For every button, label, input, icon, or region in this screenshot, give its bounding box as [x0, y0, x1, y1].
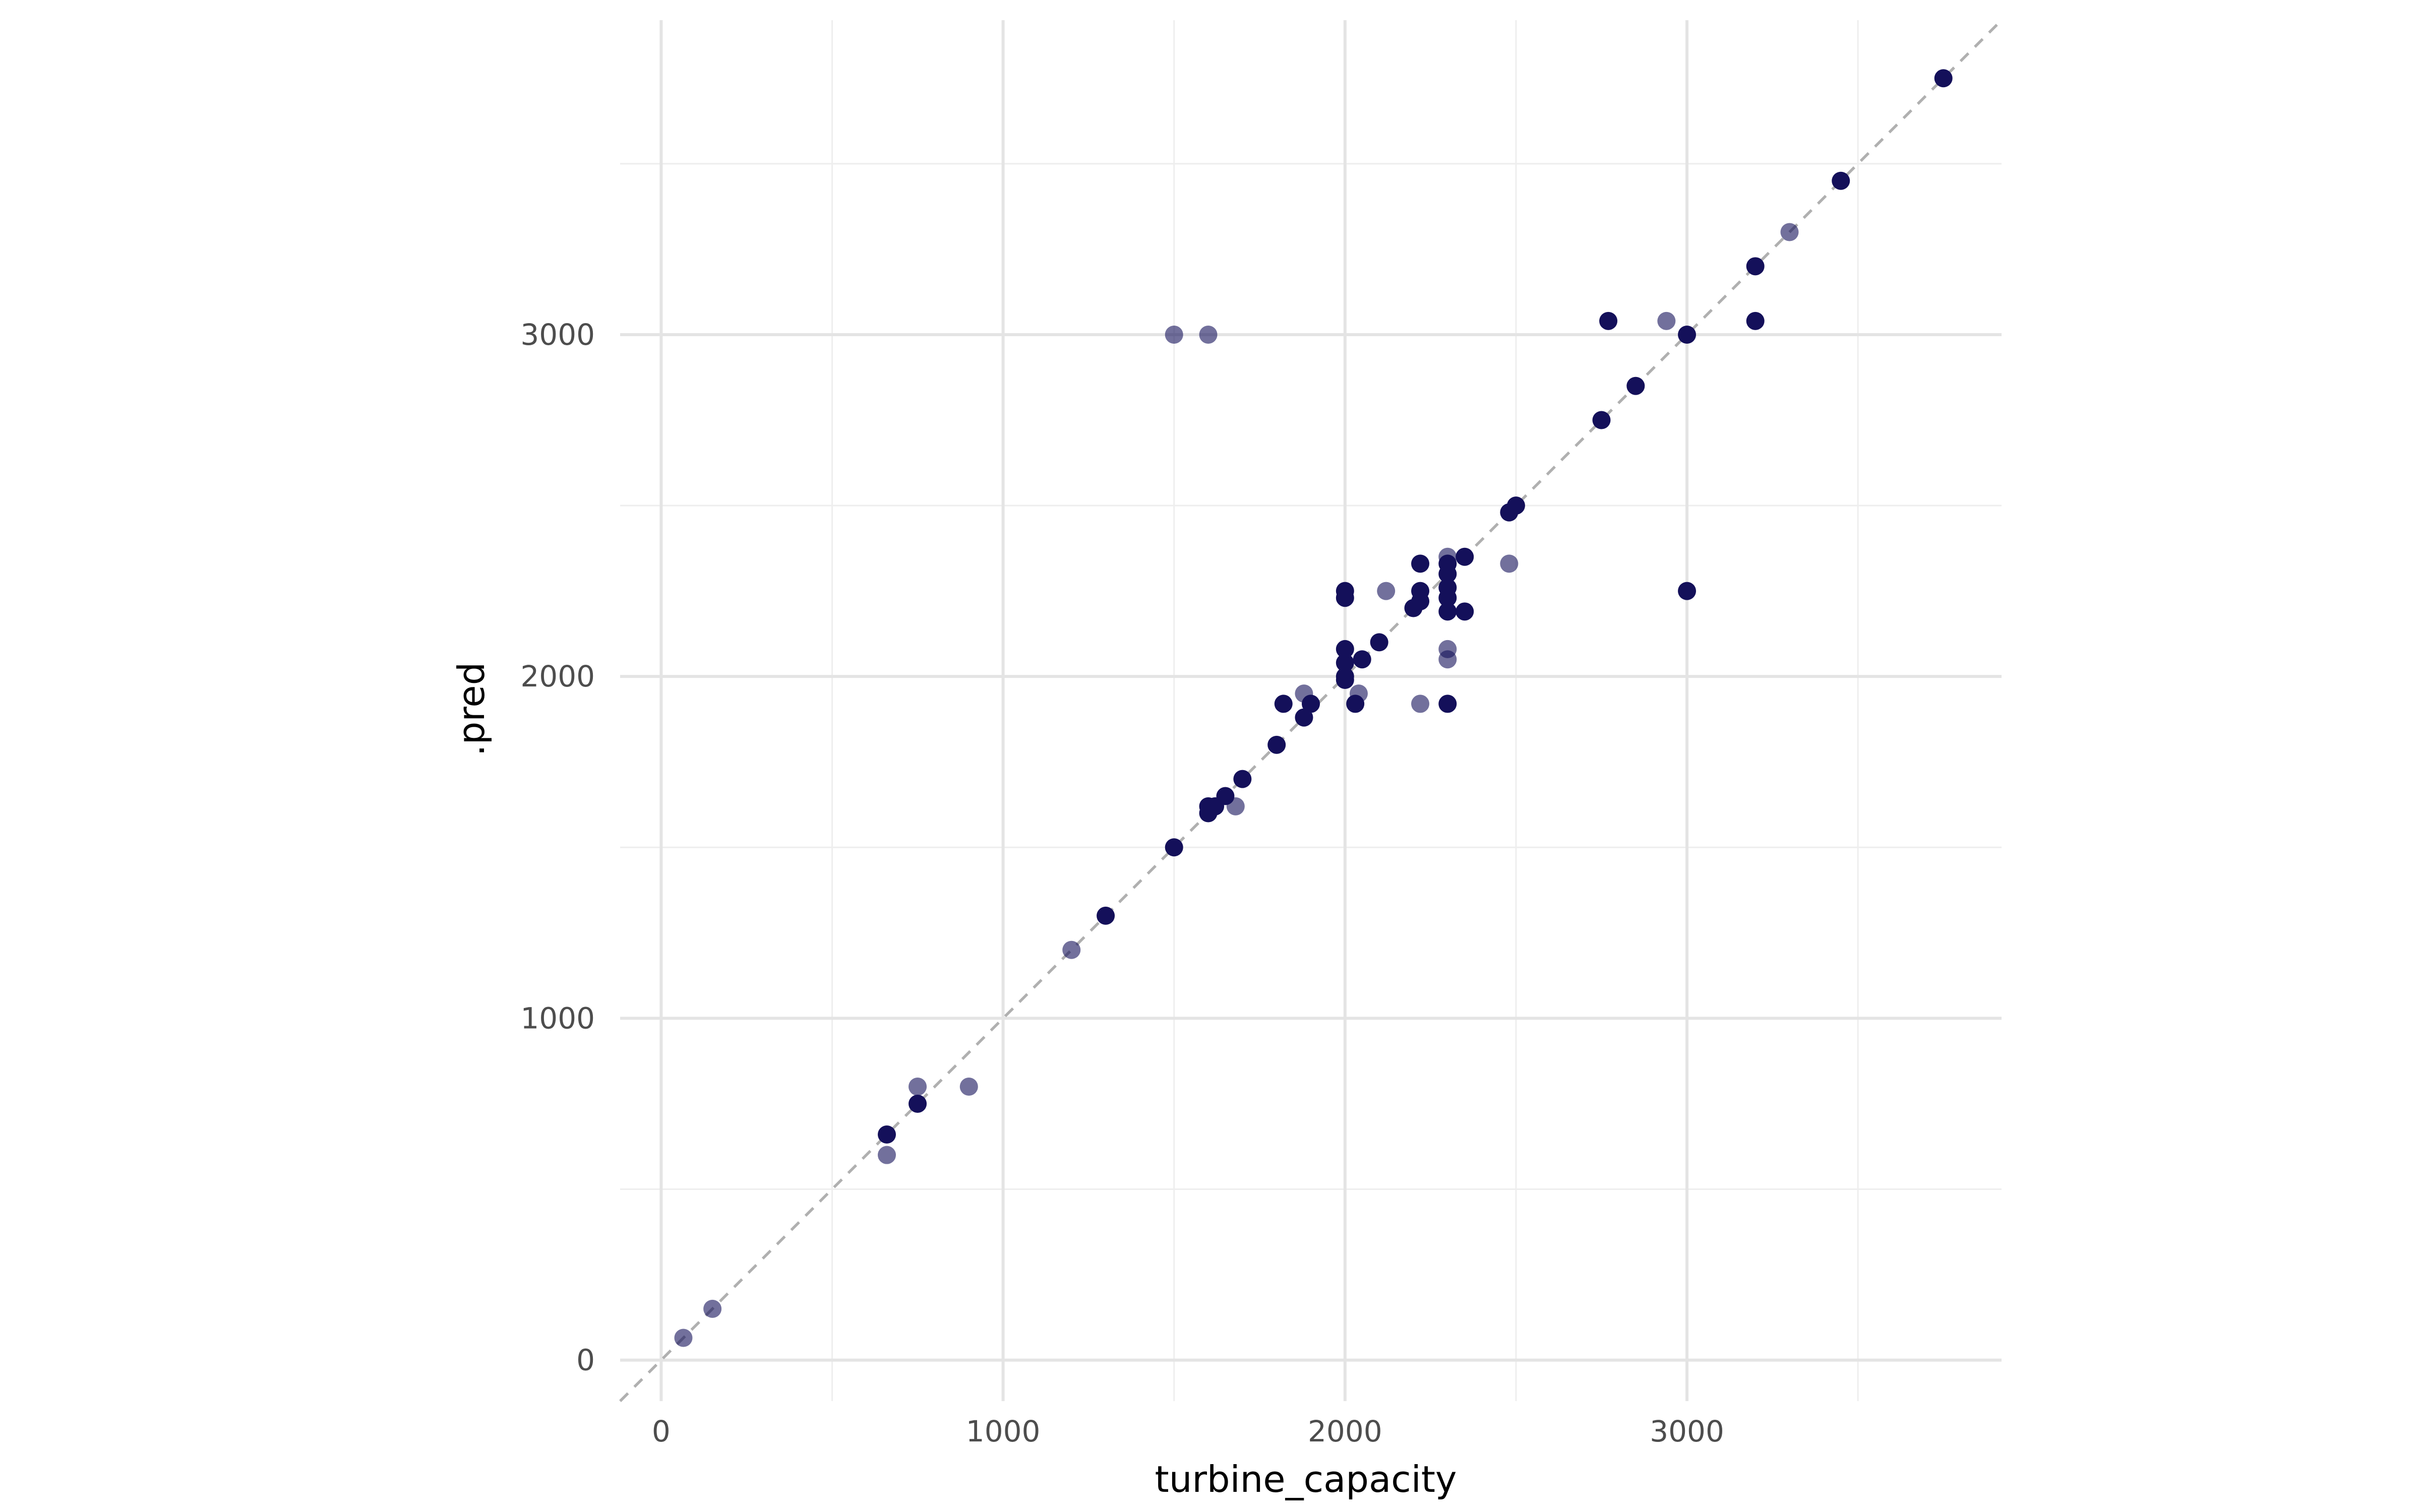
scatter-point	[1165, 838, 1183, 857]
scatter-point	[1199, 325, 1218, 344]
y-tick-label: 3000	[520, 318, 595, 352]
scatter-point	[1599, 311, 1618, 330]
scatter-point	[1500, 554, 1519, 573]
scatter-point	[1165, 325, 1183, 344]
scatter-point	[1746, 257, 1765, 276]
scatter-point	[674, 1329, 693, 1347]
y-tick-label: 2000	[520, 659, 595, 694]
scatter-point	[1097, 906, 1115, 925]
y-tick-label: 0	[576, 1343, 595, 1377]
scatter-point	[1370, 633, 1388, 652]
scatter-point	[1438, 602, 1457, 621]
scatter-point	[1062, 940, 1081, 959]
scatter-point	[1626, 376, 1645, 395]
x-tick-label: 1000	[966, 1414, 1041, 1448]
scatter-point	[1780, 223, 1799, 241]
x-axis-title: turbine_capacity	[1155, 1458, 1457, 1500]
scatter-point	[1456, 547, 1474, 566]
scatter-point	[1233, 770, 1252, 788]
x-tick-label: 0	[652, 1414, 671, 1448]
scatter-point	[1274, 695, 1293, 713]
scatter-point	[1226, 797, 1245, 815]
scatter-point	[878, 1146, 896, 1164]
scatter-point	[1302, 695, 1320, 713]
y-axis-title: .pred	[450, 662, 493, 757]
scatter-point	[1411, 554, 1430, 573]
scatter-point	[1746, 311, 1765, 330]
scatter-point	[909, 1078, 927, 1096]
x-tick-label: 2000	[1308, 1414, 1382, 1448]
scatter-point	[1438, 695, 1457, 713]
scatter-point	[1411, 582, 1430, 600]
scatter-point	[959, 1078, 978, 1096]
scatter-point	[1438, 640, 1457, 658]
scatter-point	[703, 1299, 722, 1318]
scatter-point	[1934, 69, 1953, 88]
scatter-point	[1592, 411, 1611, 429]
scatter-point	[1678, 582, 1697, 600]
scatter-point	[1377, 582, 1396, 600]
scatter-point	[1438, 547, 1457, 566]
scatter-point	[1336, 582, 1354, 600]
scatter-point	[1336, 654, 1354, 672]
scatter-point	[1353, 650, 1371, 669]
scatter-point	[1336, 640, 1354, 658]
scatter-point	[1295, 708, 1313, 727]
scatter-point	[1267, 735, 1286, 754]
scatter-point	[1678, 325, 1697, 344]
y-tick-label: 1000	[520, 1001, 595, 1035]
scatter-point	[1349, 684, 1368, 703]
points-layer	[674, 69, 1953, 1347]
scatter-point	[909, 1094, 927, 1113]
x-tick-label: 3000	[1650, 1414, 1724, 1448]
scatter-point	[1411, 695, 1430, 713]
y-axis-tick-labels: 0 1000 2000 3000	[520, 318, 595, 1377]
grid-layer	[620, 20, 2002, 1401]
scatter-point	[1456, 602, 1474, 621]
scatter-point	[1657, 311, 1676, 330]
scatter-point	[1506, 496, 1525, 515]
scatter-point	[1832, 171, 1850, 190]
scatter-point	[878, 1125, 896, 1144]
x-axis-tick-labels: 0 1000 2000 3000	[652, 1414, 1724, 1448]
scatter-point	[1336, 667, 1354, 686]
scatter-point	[1438, 578, 1457, 597]
